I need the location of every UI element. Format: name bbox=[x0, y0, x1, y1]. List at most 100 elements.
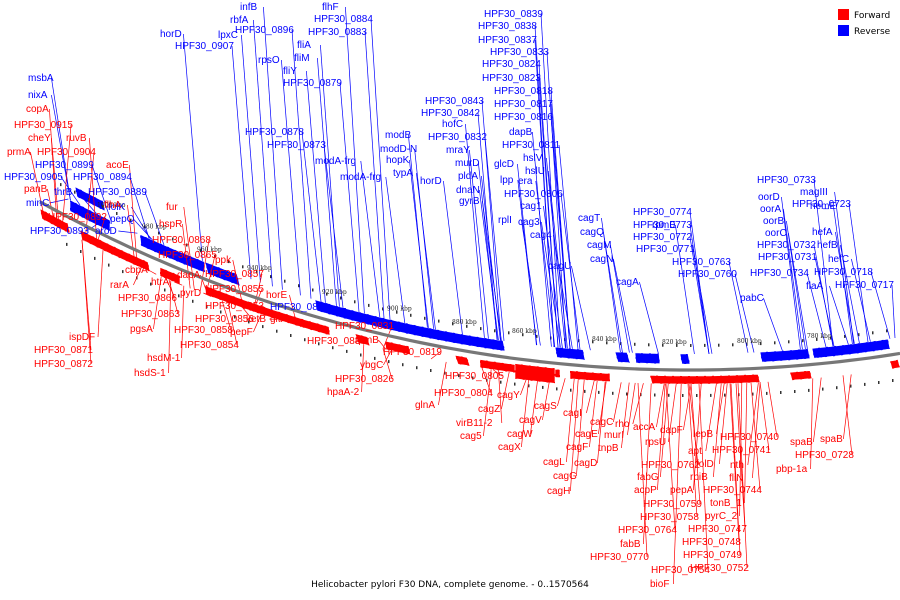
forward-leader-line bbox=[181, 285, 185, 359]
strand-marker bbox=[774, 341, 776, 345]
forward-leader-line bbox=[183, 206, 195, 291]
reverse-gene-label: HPF30_0816 bbox=[494, 112, 553, 123]
strand-marker bbox=[318, 342, 320, 346]
reverse-leader-line bbox=[385, 176, 406, 323]
reverse-gene-label: era bbox=[518, 176, 533, 187]
reverse-leader-line bbox=[465, 123, 485, 338]
forward-gene-label: cbpA bbox=[125, 265, 148, 276]
forward-leader-line bbox=[252, 305, 263, 312]
forward-leader-line bbox=[656, 383, 665, 428]
strand-marker bbox=[452, 322, 454, 326]
reverse-leader-line bbox=[814, 256, 835, 347]
forward-gene-label: ppk bbox=[215, 255, 232, 266]
reverse-gene-label: HPF30_0894 bbox=[73, 172, 132, 183]
strand-marker bbox=[270, 275, 272, 279]
legend-forward-swatch bbox=[838, 9, 849, 20]
reverse-leader-line bbox=[231, 45, 252, 280]
reverse-leader-line bbox=[91, 164, 112, 221]
reverse-gene-block bbox=[554, 346, 586, 361]
forward-leader-line bbox=[665, 383, 676, 531]
reverse-gene-label: modA-frg bbox=[340, 172, 381, 183]
forward-gene-label: cagH bbox=[547, 486, 570, 497]
reverse-leader-line bbox=[538, 77, 559, 348]
forward-leader-line bbox=[842, 375, 853, 456]
strand-marker bbox=[466, 324, 468, 328]
forward-leader-line bbox=[148, 269, 157, 275]
strand-marker bbox=[710, 393, 712, 397]
strand-marker bbox=[780, 391, 782, 394]
strand-marker bbox=[662, 343, 664, 347]
forward-gene-label: ispDF bbox=[69, 332, 95, 343]
forward-gene-label: fabB bbox=[620, 539, 641, 550]
strand-marker bbox=[766, 391, 768, 395]
forward-gene-label: pepA bbox=[670, 485, 694, 496]
strand-marker bbox=[570, 388, 572, 392]
strand-marker bbox=[682, 394, 684, 397]
reverse-leader-line bbox=[326, 306, 347, 309]
strand-marker bbox=[528, 384, 530, 388]
forward-gene-block bbox=[454, 354, 471, 367]
forward-leader-line bbox=[174, 281, 183, 286]
reverse-leader-line bbox=[553, 234, 573, 349]
strand-marker bbox=[284, 279, 286, 283]
forward-leader-line bbox=[232, 259, 244, 309]
reverse-leader-line bbox=[323, 144, 344, 308]
strand-marker bbox=[130, 218, 132, 222]
forward-leader-line bbox=[269, 318, 278, 320]
reverse-gene-block bbox=[314, 299, 506, 352]
forward-gene-label: cagE bbox=[575, 429, 598, 440]
strand-marker bbox=[864, 382, 866, 386]
forward-gene-label: glnA bbox=[415, 400, 435, 411]
forward-gene-label: lepB bbox=[693, 429, 713, 440]
reverse-gene-label: pepQ bbox=[110, 214, 135, 225]
forward-gene-block bbox=[204, 285, 331, 336]
strand-marker bbox=[150, 282, 152, 286]
strand-marker bbox=[108, 263, 110, 267]
reverse-gene-label: HPF30_0824 bbox=[482, 59, 541, 70]
reverse-gene-label: magIII bbox=[800, 187, 828, 198]
legend-reverse-swatch bbox=[838, 25, 849, 36]
forward-gene-label: hsdM-1 bbox=[147, 353, 181, 364]
forward-gene-label: rho bbox=[615, 419, 630, 430]
strand-marker bbox=[192, 299, 194, 303]
strand-marker bbox=[360, 353, 362, 357]
forward-gene-label: HPF30_0744 bbox=[703, 485, 762, 496]
reverse-leader-line bbox=[870, 271, 891, 339]
reverse-gene-label: HPF30_0884 bbox=[314, 14, 373, 25]
reverse-gene-label: cag1 bbox=[520, 201, 542, 212]
strand-marker bbox=[396, 310, 398, 314]
forward-leader-line bbox=[133, 267, 142, 286]
strand-marker bbox=[458, 374, 460, 378]
strand-marker bbox=[94, 256, 96, 260]
reverse-gene-label: cagA bbox=[616, 277, 639, 288]
reverse-gene-label: cagT bbox=[578, 213, 600, 224]
reverse-leader-line bbox=[543, 205, 563, 348]
tick-label: 780 kbp bbox=[807, 333, 832, 340]
forward-leader-line bbox=[810, 378, 814, 470]
reverse-gene-block bbox=[679, 353, 691, 365]
forward-gene-label: HPF30_0915 bbox=[14, 120, 73, 131]
forward-leader-line bbox=[97, 250, 104, 338]
forward-gene-label: cagS bbox=[534, 401, 557, 412]
forward-gene-label: HPF30_0819 bbox=[383, 347, 442, 358]
strand-marker bbox=[262, 325, 264, 329]
reverse-gene-label: HPF30_0842 bbox=[421, 108, 480, 119]
strand-marker bbox=[340, 296, 342, 300]
forward-leader-line bbox=[719, 383, 728, 465]
strand-marker bbox=[248, 320, 250, 324]
reverse-gene-label: HPF30_0811 bbox=[502, 140, 561, 151]
forward-gene-label: fur bbox=[166, 202, 178, 213]
forward-gene-label: rarA bbox=[110, 280, 129, 291]
forward-leader-line bbox=[597, 381, 606, 464]
strand-marker bbox=[354, 300, 356, 304]
forward-gene-label: pyrC_2 bbox=[705, 511, 738, 522]
forward-gene-label: acoE bbox=[106, 160, 129, 171]
strand-marker bbox=[760, 342, 762, 346]
forward-gene-label: flhA bbox=[104, 200, 122, 211]
tick-label: 840 kbp bbox=[592, 336, 617, 343]
strand-marker bbox=[410, 313, 412, 317]
reverse-gene-label: infB bbox=[240, 2, 258, 13]
strand-marker bbox=[836, 386, 838, 390]
forward-leader-line bbox=[752, 382, 761, 479]
